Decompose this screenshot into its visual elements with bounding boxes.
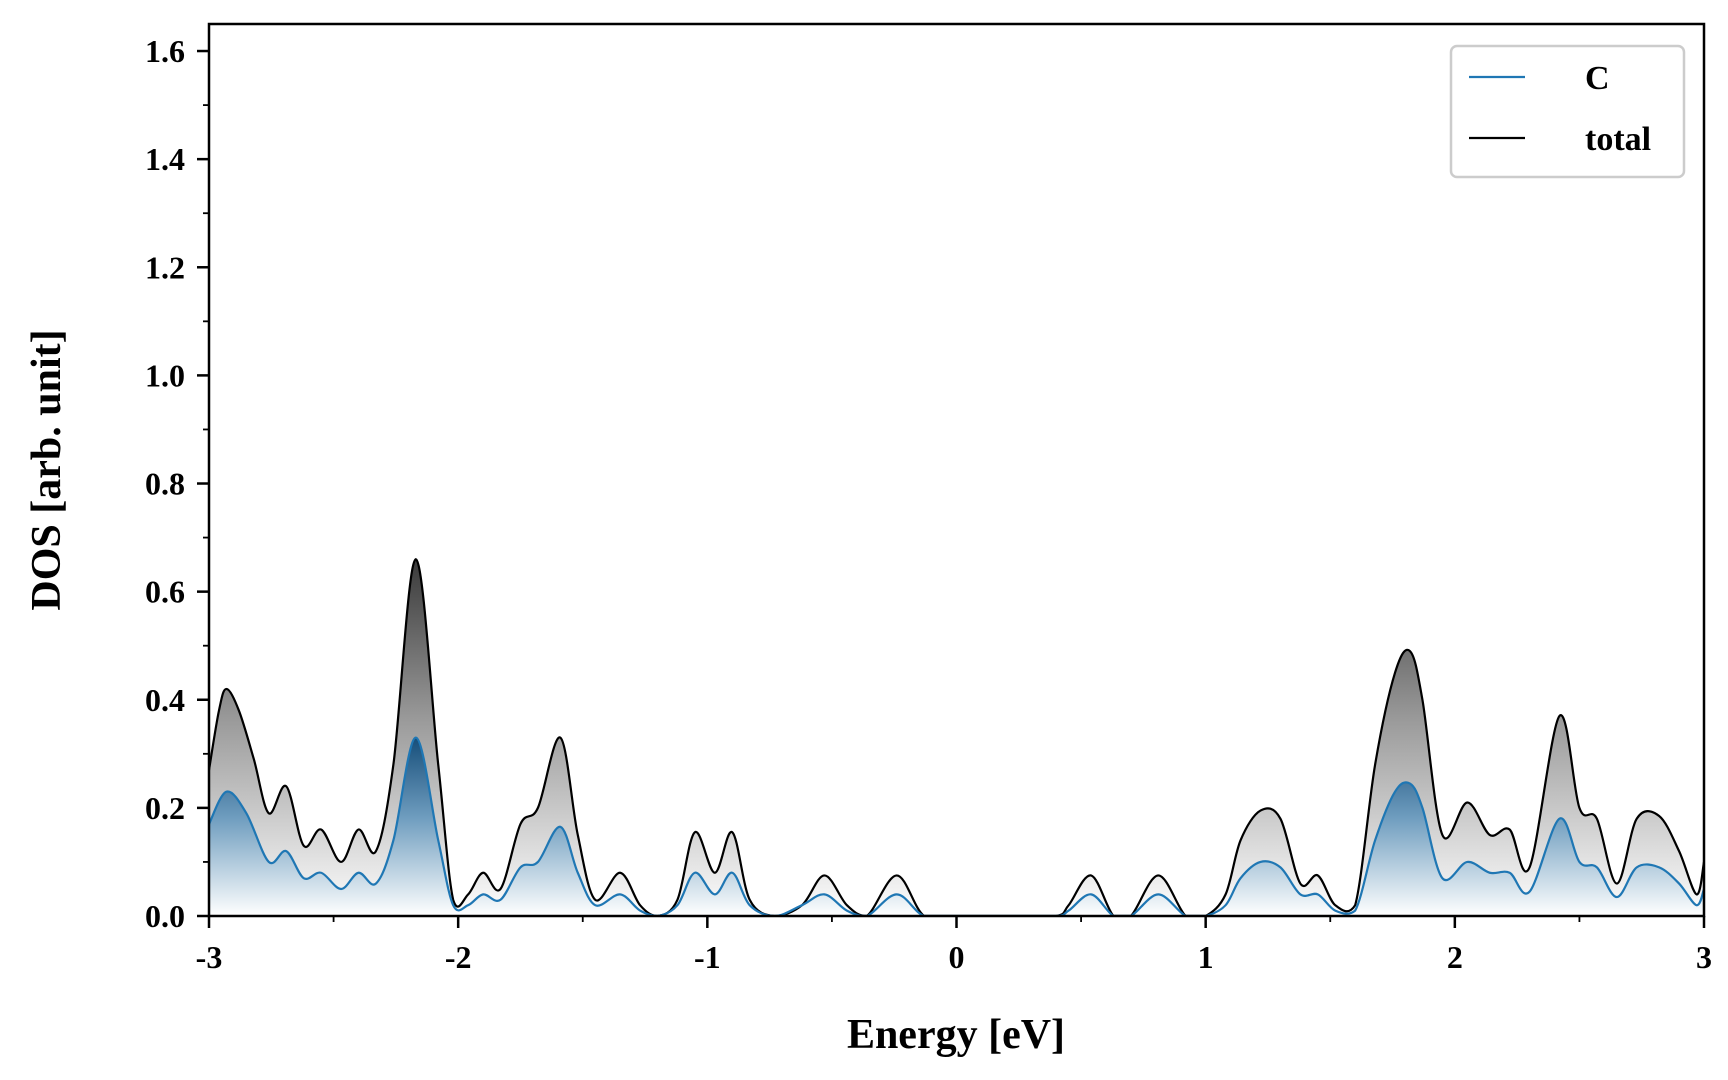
y-tick-label: 0.2 <box>145 790 185 826</box>
y-tick-label: 0.4 <box>145 682 185 718</box>
y-tick-label: 0.8 <box>145 466 185 502</box>
legend-label-total: total <box>1585 121 1651 158</box>
x-tick-label: 0 <box>949 939 965 975</box>
y-tick-label: 1.2 <box>145 249 185 285</box>
x-tick-label: -3 <box>196 939 223 975</box>
plot-area <box>209 558 1704 916</box>
x-axis-title: Energy [eV] <box>847 1012 1065 1058</box>
y-axis: 0.0 0.2 0.4 0.6 0.8 1.0 1.2 1.4 1.6 <box>145 33 209 934</box>
c-area-fill <box>209 737 1704 916</box>
total-series-line <box>209 558 1704 916</box>
x-tick-label: 2 <box>1447 939 1463 975</box>
x-tick-label: 1 <box>1198 939 1214 975</box>
legend-box <box>1449 44 1686 179</box>
x-tick-label: -1 <box>694 939 721 975</box>
y-tick-label: 1.4 <box>145 141 185 177</box>
y-tick-label: 1.6 <box>145 33 185 69</box>
legend: C total <box>1449 44 1686 179</box>
y-tick-label: 0.0 <box>145 898 185 934</box>
x-axis: -3 -2 -1 0 1 2 3 <box>196 916 1712 975</box>
x-tick-label: 3 <box>1696 939 1712 975</box>
legend-label-c: C <box>1585 60 1610 97</box>
y-tick-label: 1.0 <box>145 357 185 393</box>
y-tick-label: 0.6 <box>145 574 185 610</box>
x-tick-label: -2 <box>445 939 472 975</box>
y-axis-title: DOS [arb. unit] <box>24 329 70 610</box>
